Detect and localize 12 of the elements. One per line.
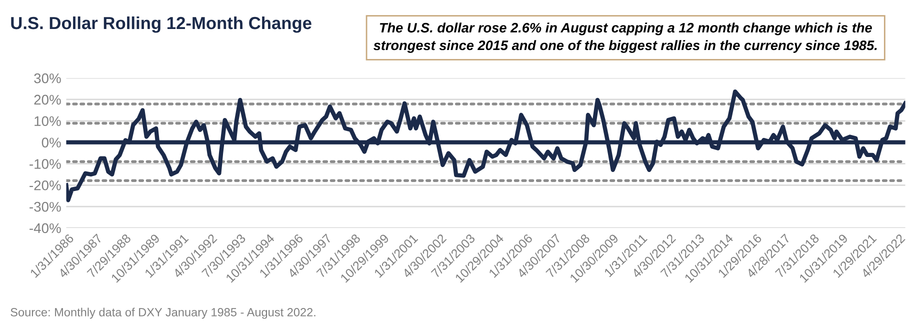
y-tick-label: -20% — [30, 180, 61, 190]
y-tick-label: 10% — [34, 116, 61, 126]
y-tick-label: 0% — [42, 138, 61, 148]
y-tick-label: 20% — [34, 94, 61, 105]
source-note: Source: Monthly data of DXY January 1985 - August 2022. — [10, 308, 316, 319]
text: The U.S. dollar rose 2.6% in August capping a 12 month change which is the strongest since 2015 and one of the biggest rallies in the currency since 1985. — [374, 22, 877, 53]
y-tick-label: -40% — [30, 223, 61, 234]
y-tick-label: 30% — [34, 73, 61, 84]
y-tick-label: -30% — [30, 202, 61, 212]
line-series — [66, 89, 906, 202]
y-tick-label: -10% — [30, 159, 61, 169]
chart-title: U.S. Dollar Rolling 12-Month Change — [11, 16, 312, 33]
